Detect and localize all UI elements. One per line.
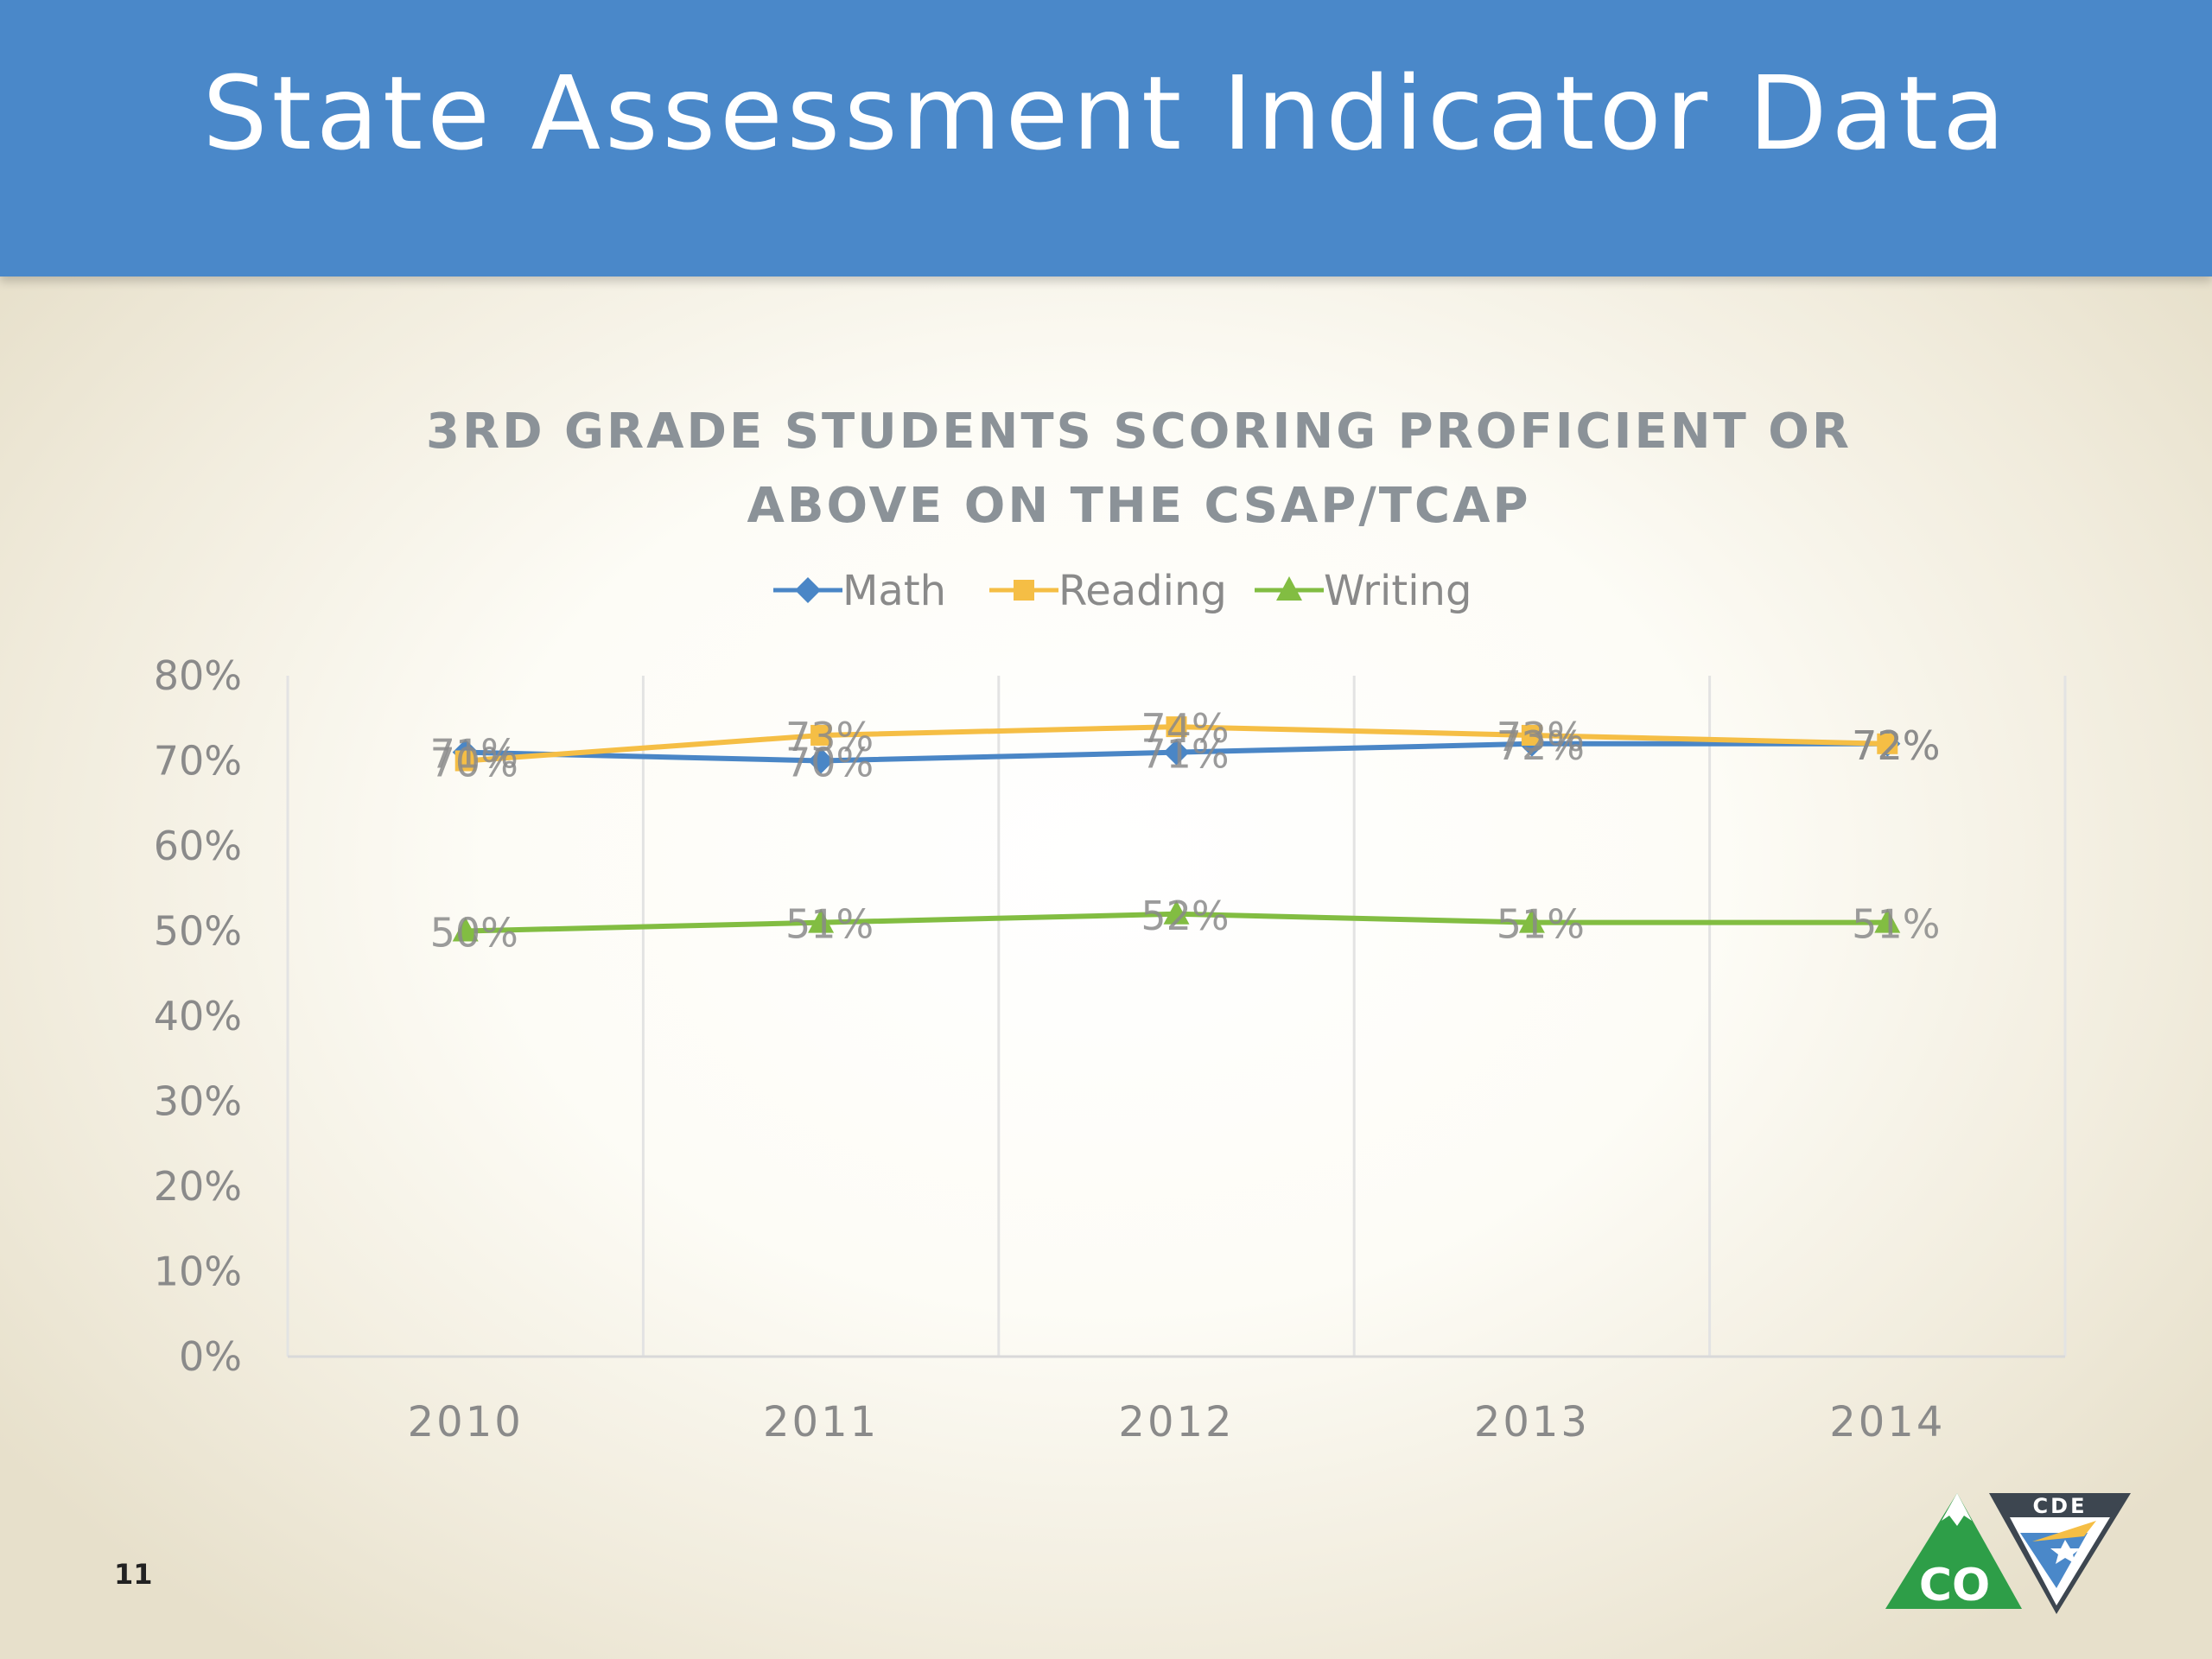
data-label: 73% [1497,714,1585,760]
data-label: 71% [430,731,518,778]
data-label: 73% [785,714,874,760]
y-tick-label: 30% [154,1078,242,1125]
data-label: 51% [1497,901,1585,948]
series-writing [452,899,1901,942]
y-tick-label: 80% [154,652,242,699]
marker-square [454,750,476,772]
data-label: 51% [1852,901,1940,948]
y-tick-label: 60% [154,823,242,869]
marker-square [1521,724,1542,746]
data-label: 71% [1141,731,1229,778]
marker-square [810,724,832,746]
co-cde-logo: CO CDE [1885,1493,2131,1614]
co-triangle-logo: CO [1885,1493,2022,1611]
chart-title-line-2: ABOVE ON THE CSAP/TCAP [747,478,1531,534]
marker-diamond [1163,739,1190,766]
legend-item-reading: Reading [989,567,1227,615]
slide-header: State Assessment Indicator Data [0,0,2212,276]
data-label: 72% [1852,722,1940,769]
legend-label: Reading [1058,567,1227,615]
marker-diamond [795,577,821,603]
legend-label: Math [842,567,946,615]
data-labels: 71% 70% 71% 72% 72%70%73% 74% 73% 72%50% 51% 52% 5… [430,705,1941,956]
marker-triangle [452,917,479,942]
data-label: 72% [1497,722,1585,769]
data-label: 70% [785,740,874,786]
y-tick-label: 0% [179,1333,242,1380]
legend-item-math: Math [773,567,946,615]
marker-triangle [1163,899,1190,925]
data-label: 51% [785,901,874,948]
marker-square [1166,716,1187,738]
y-axis: 0% 10% 20% 30% 40% 50% 60% 70% 80% [154,652,242,1380]
marker-square [1877,733,1898,754]
data-label: 74% [1141,705,1229,752]
marker-triangle [1276,576,1302,601]
marker-diamond [808,747,835,774]
chart-gridlines [286,676,2067,1358]
page-number: 11 [114,1558,153,1591]
y-tick-label: 70% [154,738,242,785]
data-label: 70% [430,740,518,786]
marker-triangle [1518,908,1545,933]
logo-co-text: CO [1919,1560,1990,1611]
marker-triangle [808,908,835,933]
chart-title-line-1: 3RD GRADE STUDENTS SCORING PROFICIENT OR [426,404,1852,460]
x-tick-label: 2011 [763,1398,879,1446]
data-label: 72% [1852,722,1940,769]
x-tick-label: 2010 [408,1398,524,1446]
chart-legend: Math Reading Writing [773,567,1471,615]
y-tick-label: 20% [154,1163,242,1210]
data-label: 50% [430,910,518,957]
logo-cde-text: CDE [2033,1494,2088,1518]
marker-triangle [1874,908,1901,933]
y-tick-label: 40% [154,993,242,1039]
y-tick-label: 50% [154,908,242,955]
x-tick-label: 2013 [1474,1398,1590,1446]
data-label: 52% [1141,893,1229,939]
x-tick-label: 2012 [1118,1398,1234,1446]
cde-shield-logo: CDE [1989,1493,2131,1614]
marker-square [1014,580,1034,601]
slide-title: State Assessment Indicator Data [202,54,2010,173]
y-tick-label: 10% [154,1249,242,1295]
x-axis: 2010 2011 2012 2013 2014 [408,1398,1945,1446]
chart-series [452,716,1901,942]
x-tick-label: 2014 [1829,1398,1945,1446]
legend-label: Writing [1324,567,1471,615]
series-reading [454,716,1898,772]
legend-item-writing: Writing [1255,567,1471,615]
